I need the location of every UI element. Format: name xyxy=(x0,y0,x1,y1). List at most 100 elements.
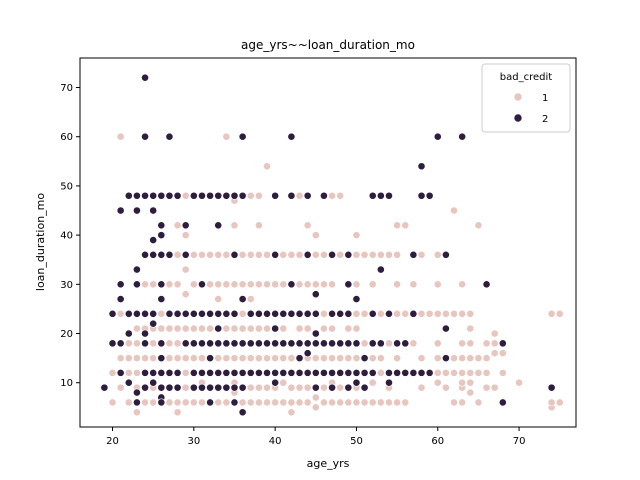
point-series-1-365 xyxy=(458,339,467,348)
point-series-2-156 xyxy=(336,339,345,348)
point-series-2-48 xyxy=(165,132,174,141)
point-series-2-45 xyxy=(157,383,166,392)
point-series-1-24 xyxy=(141,354,149,363)
point-series-1-392 xyxy=(547,398,556,407)
point-series-1-302 xyxy=(368,378,377,387)
point-series-2-179 xyxy=(385,309,393,318)
point-series-2-132 xyxy=(295,339,304,348)
point-series-1-153 xyxy=(238,309,247,318)
point-series-1-180 xyxy=(263,383,271,392)
point-series-1-70 xyxy=(173,250,182,259)
point-series-1-209 xyxy=(287,398,296,407)
point-series-1-384 xyxy=(490,383,499,392)
point-series-1-162 xyxy=(246,324,255,333)
point-series-1-186 xyxy=(263,280,271,289)
point-series-1-80 xyxy=(181,265,190,274)
point-series-1-196 xyxy=(271,280,280,289)
point-series-2-98 xyxy=(230,398,239,407)
point-series-2-92 xyxy=(230,191,239,200)
point-series-1-72 xyxy=(181,398,190,407)
point-series-1-69 xyxy=(173,280,182,289)
point-series-2-119 xyxy=(271,339,280,348)
point-series-1-325 xyxy=(393,309,402,318)
point-series-2-73 xyxy=(206,191,214,200)
point-series-1-125 xyxy=(222,398,231,407)
point-series-1-356 xyxy=(450,368,458,377)
point-series-1-236 xyxy=(303,221,312,230)
point-series-2-50 xyxy=(165,250,174,259)
point-series-2-19 xyxy=(141,73,149,82)
point-series-1-394 xyxy=(555,398,564,407)
point-series-1-336 xyxy=(409,280,418,289)
point-series-1-38 xyxy=(149,280,158,289)
point-series-1-165 xyxy=(246,280,255,289)
point-series-1-380 xyxy=(482,383,491,392)
point-series-1-206 xyxy=(279,280,288,289)
point-series-1-139 xyxy=(230,354,239,363)
point-series-2-138 xyxy=(303,339,312,348)
point-series-2-190 xyxy=(417,191,426,200)
point-series-1-9 xyxy=(124,354,133,363)
point-series-2-27 xyxy=(141,383,149,392)
point-series-2-41 xyxy=(157,295,166,303)
point-series-2-88 xyxy=(222,309,231,318)
y-tick-label-30: 30 xyxy=(60,280,73,291)
point-series-2-168 xyxy=(360,354,369,363)
point-series-2-78 xyxy=(206,383,214,392)
point-series-2-4 xyxy=(116,280,125,289)
point-series-1-260 xyxy=(328,354,336,363)
point-series-2-60 xyxy=(181,309,190,318)
point-series-1-16 xyxy=(133,354,141,363)
point-series-2-155 xyxy=(336,309,345,318)
point-series-2-153 xyxy=(328,368,336,377)
point-series-2-200 xyxy=(498,339,507,348)
point-series-2-93 xyxy=(230,250,239,259)
point-series-2-111 xyxy=(254,368,263,377)
point-series-1-8 xyxy=(124,368,133,377)
point-series-1-46 xyxy=(157,309,166,318)
point-series-1-377 xyxy=(474,368,483,377)
point-series-2-28 xyxy=(149,236,158,244)
point-series-1-35 xyxy=(149,339,158,348)
point-series-1-134 xyxy=(222,132,231,141)
point-series-1-34 xyxy=(149,354,158,363)
point-series-2-97 xyxy=(230,383,239,392)
point-series-2-118 xyxy=(271,324,280,333)
point-series-1-218 xyxy=(295,383,304,392)
point-series-1-121 xyxy=(214,280,223,289)
point-series-2-151 xyxy=(328,309,336,318)
point-series-2-79 xyxy=(206,398,214,407)
point-series-1-112 xyxy=(206,250,214,259)
point-series-2-140 xyxy=(303,349,312,358)
point-series-1-359 xyxy=(450,206,458,215)
point-series-2-196 xyxy=(441,324,450,333)
point-series-2-121 xyxy=(271,378,280,387)
point-series-1-378 xyxy=(474,354,483,363)
point-series-1-370 xyxy=(466,378,475,387)
point-series-2-49 xyxy=(165,191,174,200)
x-tick-label-30: 30 xyxy=(187,436,200,447)
point-series-1-311 xyxy=(376,354,385,363)
point-series-1-291 xyxy=(352,280,361,289)
point-series-1-241 xyxy=(311,354,320,363)
point-series-2-31 xyxy=(149,206,158,215)
point-series-1-102 xyxy=(198,250,206,259)
point-series-1-347 xyxy=(433,354,442,363)
point-series-2-109 xyxy=(254,309,263,318)
point-series-2-3 xyxy=(116,295,125,303)
point-series-1-182 xyxy=(263,354,271,363)
point-series-1-66 xyxy=(173,339,182,348)
point-series-1-227 xyxy=(303,398,312,407)
point-series-2-32 xyxy=(149,309,158,318)
point-series-1-188 xyxy=(263,162,271,171)
point-series-1-268 xyxy=(336,383,345,392)
point-series-1-87 xyxy=(189,354,198,363)
point-series-2-107 xyxy=(246,339,255,348)
point-series-2-117 xyxy=(271,309,280,318)
legend-box xyxy=(481,63,571,133)
point-series-1-298 xyxy=(360,339,369,348)
point-series-2-105 xyxy=(238,408,247,417)
point-series-1-160 xyxy=(246,354,255,363)
point-series-1-130 xyxy=(222,324,231,333)
point-series-2-76 xyxy=(206,354,214,363)
